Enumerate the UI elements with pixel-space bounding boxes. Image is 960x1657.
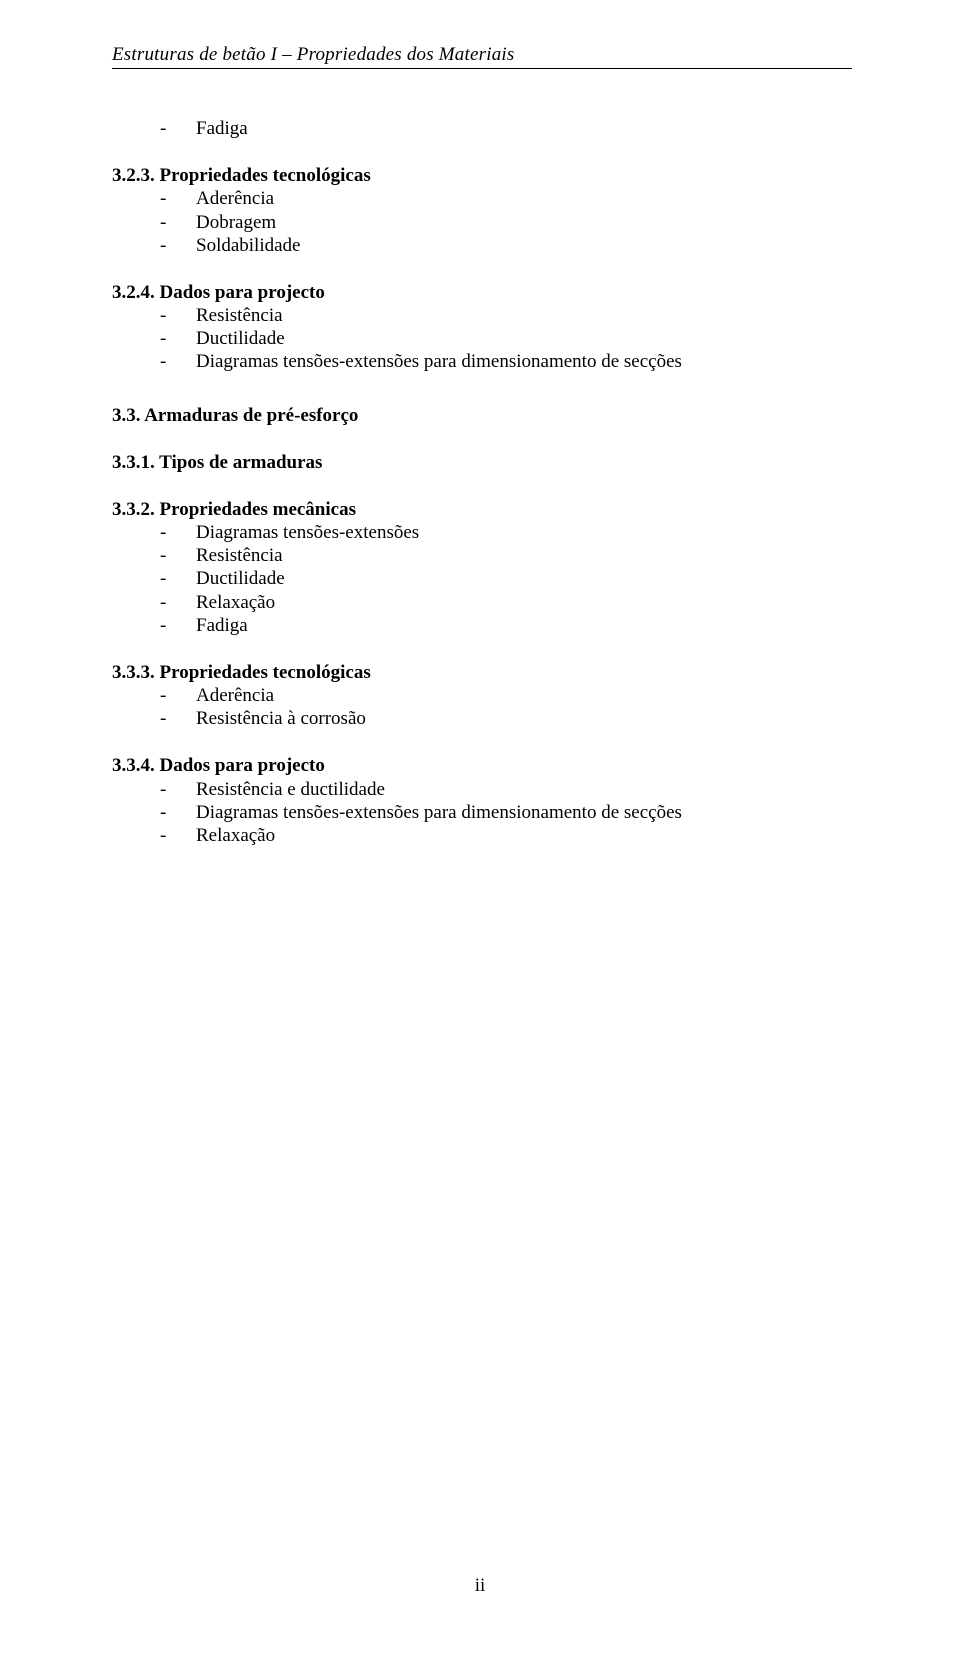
list-item: - Relaxação (160, 591, 852, 614)
list-item: - Aderência (160, 187, 852, 210)
bullet-dash: - (160, 234, 196, 257)
bullet-dash: - (160, 327, 196, 350)
list-item-text: Fadiga (196, 117, 852, 140)
section-heading: 3.3.2. Propriedades mecânicas (112, 498, 852, 521)
outline-section: 3.3.1. Tipos de armaduras (112, 451, 852, 474)
section-heading: 3.3.4. Dados para projecto (112, 754, 852, 777)
bullet-dash: - (160, 801, 196, 824)
list-item-text: Aderência (196, 684, 852, 707)
bullet-dash: - (160, 211, 196, 234)
list-item-text: Ductilidade (196, 327, 852, 350)
list-item: - Resistência e ductilidade (160, 778, 852, 801)
list-item: - Fadiga (160, 117, 852, 140)
list-item: - Soldabilidade (160, 234, 852, 257)
list-item: - Aderência (160, 684, 852, 707)
bullet-dash: - (160, 614, 196, 637)
section-heading: 3.2.4. Dados para projecto (112, 281, 852, 304)
list-item: - Fadiga (160, 614, 852, 637)
outline-section: 3.2.4. Dados para projecto - Resistência… (112, 281, 852, 374)
document-body: - Fadiga 3.2.3. Propriedades tecnológica… (112, 117, 852, 847)
header-title: Estruturas de betão I – Propriedades dos… (112, 44, 514, 65)
list-item: - Diagramas tensões-extensões (160, 521, 852, 544)
list-item-text: Ductilidade (196, 567, 852, 590)
list-item-text: Diagramas tensões-extensões (196, 521, 852, 544)
bullet-dash: - (160, 778, 196, 801)
bullet-dash: - (160, 187, 196, 210)
list-item: - Resistência (160, 544, 852, 567)
section-heading-major: 3.3. Armaduras de pré-esforço (112, 404, 852, 427)
list-item: - Ductilidade (160, 327, 852, 350)
list-item-text: Diagramas tensões-extensões para dimensi… (196, 350, 852, 373)
list-item-text: Relaxação (196, 591, 852, 614)
bullet-dash: - (160, 350, 196, 373)
list-item: - Dobragem (160, 211, 852, 234)
section-heading: 3.3.3. Propriedades tecnológicas (112, 661, 852, 684)
list-item-text: Resistência (196, 304, 852, 327)
outline-section: - Fadiga 3.2.3. Propriedades tecnológica… (112, 117, 852, 257)
list-item-text: Relaxação (196, 824, 852, 847)
list-item-text: Resistência e ductilidade (196, 778, 852, 801)
page-number: ii (0, 1575, 960, 1597)
outline-section: 3.3.3. Propriedades tecnológicas - Aderê… (112, 661, 852, 731)
list-item: - Relaxação (160, 824, 852, 847)
outline-section: 3.3.2. Propriedades mecânicas - Diagrama… (112, 498, 852, 637)
list-item-text: Soldabilidade (196, 234, 852, 257)
list-item: - Diagramas tensões-extensões para dimen… (160, 350, 852, 373)
list-item: - Ductilidade (160, 567, 852, 590)
bullet-dash: - (160, 824, 196, 847)
bullet-dash: - (160, 117, 196, 140)
list-item-text: Diagramas tensões-extensões para dimensi… (196, 801, 852, 824)
bullet-dash: - (160, 544, 196, 567)
list-item: - Resistência (160, 304, 852, 327)
page-header: Estruturas de betão I – Propriedades dos… (112, 44, 852, 69)
section-heading: 3.3.1. Tipos de armaduras (112, 451, 852, 474)
bullet-dash: - (160, 707, 196, 730)
bullet-dash: - (160, 567, 196, 590)
bullet-dash: - (160, 521, 196, 544)
list-item-text: Resistência (196, 544, 852, 567)
bullet-dash: - (160, 304, 196, 327)
outline-section: 3.3.4. Dados para projecto - Resistência… (112, 754, 852, 847)
list-item-text: Aderência (196, 187, 852, 210)
bullet-dash: - (160, 591, 196, 614)
bullet-dash: - (160, 684, 196, 707)
list-item-text: Dobragem (196, 211, 852, 234)
list-item: - Resistência à corrosão (160, 707, 852, 730)
list-item-text: Resistência à corrosão (196, 707, 852, 730)
list-item: - Diagramas tensões-extensões para dimen… (160, 801, 852, 824)
list-item-text: Fadiga (196, 614, 852, 637)
section-heading: 3.2.3. Propriedades tecnológicas (112, 164, 852, 187)
